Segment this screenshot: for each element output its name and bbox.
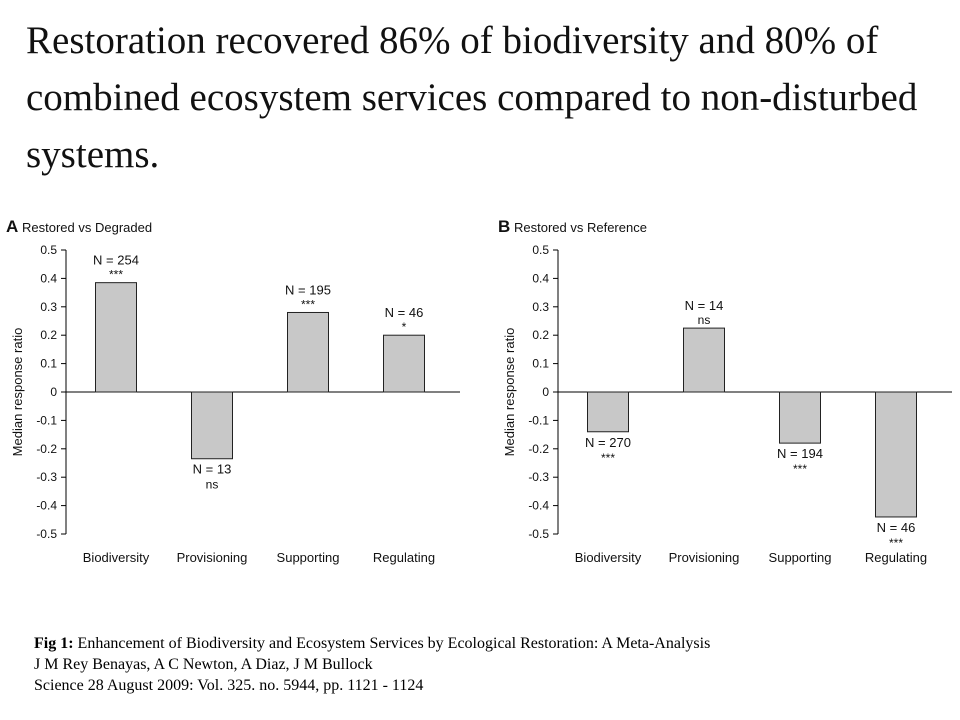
x-tick-label: Regulating (373, 550, 435, 565)
bar-n-label: N = 195 (285, 282, 331, 297)
panel-title: Restored vs Degraded (22, 220, 152, 235)
bar-n-label: N = 194 (777, 446, 823, 461)
bar-biodiversity (587, 391, 629, 433)
panel-letter: A (6, 217, 18, 236)
y-tick-label: 0.2 (532, 328, 549, 342)
slide-headline: Restoration recovered 86% of biodiversit… (26, 19, 918, 176)
y-axis-label: Median response ratio (502, 328, 517, 457)
panel-title: Restored vs Reference (514, 220, 647, 235)
y-tick-label: -0.3 (36, 470, 57, 484)
y-tick-label: 0.5 (40, 243, 57, 257)
y-tick-label: 0.1 (532, 357, 549, 371)
y-tick-label: -0.1 (528, 413, 549, 427)
chart-panel-b: B Restored vs Reference Median response ra… (492, 205, 960, 585)
x-tick-label: Regulating (865, 550, 927, 565)
bar-supporting (287, 311, 329, 393)
bar-regulating (383, 334, 425, 393)
figure-caption: Fig 1: Enhancement of Biodiversity and E… (34, 633, 949, 696)
y-tick-label: 0.4 (40, 271, 57, 285)
y-tick-label: 0.5 (532, 243, 549, 257)
y-tick-label: 0.3 (532, 300, 549, 314)
x-tick-label: Supporting (769, 550, 832, 565)
bar-n-label: N = 14 (685, 298, 724, 313)
caption-line-1: Fig 1: Enhancement of Biodiversity and E… (34, 633, 949, 654)
bar-n-label: N = 13 (193, 462, 232, 477)
y-tick-label: -0.5 (36, 527, 57, 541)
bar-regulating (875, 391, 917, 518)
y-tick-label: -0.4 (528, 499, 549, 513)
x-tick-label: Provisioning (669, 550, 740, 565)
y-tick-label: -0.2 (36, 442, 57, 456)
caption-authors: J M Rey Benayas, A C Newton, A Diaz, J M… (34, 656, 373, 673)
bar-chart-restored-vs-degraded: A Restored vs Degraded Median response rat… (6, 217, 460, 565)
y-tick-label: 0.1 (40, 357, 57, 371)
y-tick-label: -0.4 (36, 499, 57, 513)
bar-supporting (779, 391, 821, 444)
bar-significance-label: *** (601, 451, 615, 465)
x-tick-label: Supporting (277, 550, 340, 565)
y-tick-label: -0.1 (36, 413, 57, 427)
bar-n-label: N = 254 (93, 253, 139, 268)
bar-significance-label: *** (301, 297, 315, 311)
y-tick-label: 0 (50, 385, 57, 399)
bar-significance-label: * (402, 320, 407, 334)
bar-significance-label: ns (206, 478, 219, 492)
y-tick-label: -0.2 (528, 442, 549, 456)
x-tick-label: Biodiversity (83, 550, 150, 565)
y-tick-label: 0.4 (532, 271, 549, 285)
x-tick-label: Provisioning (177, 550, 248, 565)
bar-significance-label: *** (109, 268, 123, 282)
bar-significance-label: ns (698, 313, 711, 327)
bar-n-label: N = 46 (877, 520, 916, 535)
bar-n-label: N = 270 (585, 435, 631, 450)
y-tick-label: -0.3 (528, 470, 549, 484)
bar-provisioning (191, 391, 233, 460)
y-tick-label: 0.3 (40, 300, 57, 314)
bar-biodiversity (95, 282, 137, 393)
x-tick-label: Biodiversity (575, 550, 642, 565)
y-axis-label: Median response ratio (10, 328, 25, 457)
bar-significance-label: *** (889, 536, 903, 550)
bar-n-label: N = 46 (385, 305, 424, 320)
bar-significance-label: *** (793, 462, 807, 476)
y-tick-label: 0 (542, 385, 549, 399)
caption-citation: Science 28 August 2009: Vol. 325. no. 59… (34, 677, 424, 694)
panel-letter: B (498, 217, 510, 236)
y-tick-label: 0.2 (40, 328, 57, 342)
bar-chart-restored-vs-reference: B Restored vs Reference Median response ra… (498, 217, 952, 565)
chart-panel-a: A Restored vs Degraded Median response rat… (0, 205, 470, 585)
caption-fig-label: Fig 1: (34, 635, 74, 652)
y-tick-label: -0.5 (528, 527, 549, 541)
bar-provisioning (683, 327, 725, 393)
caption-title: Enhancement of Biodiversity and Ecosyste… (73, 635, 711, 652)
